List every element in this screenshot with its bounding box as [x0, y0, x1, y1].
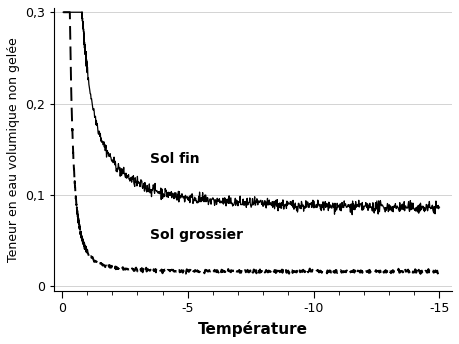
- X-axis label: Température: Température: [198, 321, 308, 337]
- Text: Sol fin: Sol fin: [150, 152, 200, 166]
- Y-axis label: Teneur en eau volumique non gelée: Teneur en eau volumique non gelée: [7, 37, 20, 261]
- Text: Sol grossier: Sol grossier: [150, 228, 243, 241]
